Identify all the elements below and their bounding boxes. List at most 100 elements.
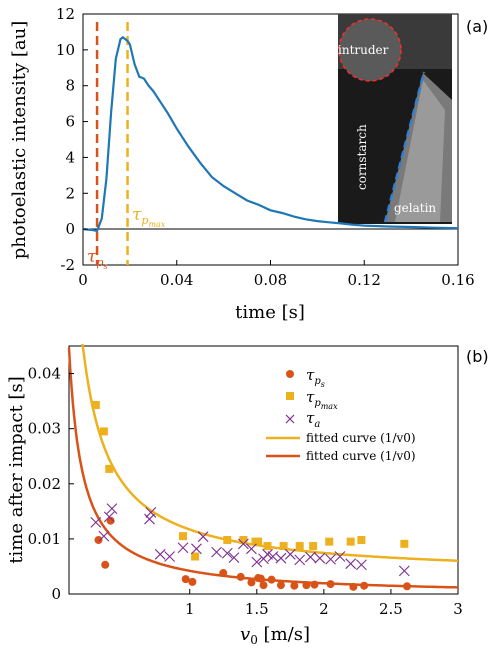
- x-tick-label: 0.12: [348, 271, 381, 289]
- panel-a: intruder cornstarch gelatin 0 0.04 0.08 0.1…: [9, 5, 488, 323]
- point-tau-a: [251, 556, 263, 568]
- point-tau-a: [221, 547, 233, 559]
- y-tick-label: 0.02: [28, 475, 61, 493]
- point-tau-a: [294, 554, 306, 566]
- legend: τps τpmax τa fitted curve (1/v0) fitted …: [266, 366, 416, 463]
- point-tau-pmax: [239, 535, 248, 544]
- point-tau-a: [334, 551, 346, 562]
- point-tau-a: [106, 503, 118, 514]
- legend-marker-tau-a: [285, 414, 295, 424]
- point-tau-a: [325, 553, 336, 565]
- y-tick-label: 6: [65, 113, 75, 131]
- event-markers: [95, 22, 129, 265]
- panel-b-y-ticks: 0 0.01 0.02 0.03 0.04: [28, 365, 74, 603]
- point-tau-a: [98, 530, 110, 542]
- point-tau-ps: [360, 581, 369, 590]
- point-tau-a: [145, 507, 157, 518]
- point-tau-pmax: [346, 537, 355, 546]
- point-tau-pmax: [400, 539, 409, 548]
- x-tick-label: 2.5: [379, 600, 403, 618]
- y-tick-label: 4: [65, 148, 75, 166]
- x-tick-label: 1: [185, 600, 195, 618]
- y-tick-label: 2: [65, 184, 75, 202]
- point-tau-ps: [188, 577, 197, 586]
- point-tau-ps: [290, 581, 299, 590]
- tau-pmax-label: τpmax: [132, 205, 166, 229]
- point-tau-ps: [247, 578, 256, 587]
- legend-label-tau-a: τa: [306, 409, 320, 430]
- y-tick-label: 8: [65, 77, 75, 95]
- panel-a-x-label: time [s]: [235, 302, 305, 323]
- point-tau-pmax: [309, 542, 318, 551]
- panel-a-x-ticks: 0 0.04 0.08 0.12 0.16: [78, 260, 475, 289]
- legend-label-fit-orange: fitted curve (1/v0): [306, 449, 416, 463]
- panel-b: 1 1.5 2 2.5 3 0 0.01 0.02 0.03 0.04 v0 [m/s] tim…: [6, 343, 489, 647]
- point-tau-ps: [403, 582, 412, 591]
- point-tau-a: [356, 559, 367, 571]
- point-tau-a: [305, 551, 316, 563]
- point-tau-a: [237, 538, 249, 550]
- point-tau-a: [211, 546, 222, 558]
- inset-label-gelatin: gelatin: [394, 201, 436, 215]
- scatter-points: [90, 400, 412, 591]
- point-tau-pmax: [357, 535, 366, 544]
- panel-b-x-label: v0 [m/s]: [240, 624, 310, 647]
- gelatin-interface-line: [383, 71, 426, 223]
- y-tick-label: 0.04: [28, 365, 61, 383]
- x-tick-label: 0.04: [160, 271, 193, 289]
- point-tau-a: [191, 543, 202, 555]
- point-tau-pmax: [263, 542, 272, 551]
- point-tau-pmax: [99, 427, 108, 436]
- panel-a-y-ticks: -2 0 2 4 6 8 10 12: [56, 5, 88, 274]
- point-tau-ps: [181, 575, 190, 584]
- x-tick-label: 0: [78, 271, 88, 289]
- x-tick-label: 3: [453, 600, 463, 618]
- point-tau-pmax: [91, 400, 100, 409]
- point-tau-ps: [259, 581, 268, 590]
- point-tau-ps: [276, 581, 285, 590]
- point-tau-a: [246, 543, 257, 555]
- y-tick-label: 10: [56, 41, 75, 59]
- point-tau-ps: [101, 560, 110, 569]
- x-tick-label: 1.5: [245, 600, 269, 618]
- y-tick-label: 0: [51, 585, 61, 603]
- inset-label-intruder: intruder: [338, 43, 389, 57]
- point-tau-ps: [256, 574, 265, 583]
- panel-a-tag: (a): [466, 17, 488, 36]
- point-tau-a: [314, 552, 326, 564]
- panel-b-tag: (b): [466, 347, 489, 366]
- point-tau-a: [398, 565, 410, 577]
- y-tick-label: 0: [65, 220, 75, 238]
- gelatin-highlight: [395, 80, 445, 222]
- legend-marker-tau-ps: [286, 370, 294, 378]
- point-tau-pmax: [279, 542, 288, 551]
- point-tau-ps: [326, 580, 335, 589]
- point-tau-pmax: [254, 537, 263, 546]
- point-tau-pmax: [191, 552, 200, 561]
- point-tau-pmax: [223, 535, 232, 544]
- inset-photo: intruder cornstarch gelatin: [338, 14, 452, 224]
- y-tick-label: 12: [56, 5, 75, 23]
- point-tau-a: [197, 531, 209, 543]
- photoelastic-curve: [82, 35, 459, 233]
- point-tau-ps: [349, 582, 358, 591]
- point-tau-ps: [219, 569, 228, 578]
- x-tick-label: 0.16: [441, 271, 474, 289]
- legend-label-tau-ps: τps: [306, 366, 325, 389]
- point-tau-a: [154, 548, 166, 560]
- point-tau-a: [90, 516, 102, 528]
- panel-b-axes-frame: [68, 345, 459, 595]
- y-tick-label: -2: [60, 256, 75, 274]
- point-tau-ps: [267, 575, 276, 584]
- y-tick-label: 0.01: [28, 530, 61, 548]
- point-tau-ps: [236, 572, 245, 581]
- point-tau-pmax: [325, 537, 334, 546]
- tau-ps-label: τps: [87, 247, 108, 271]
- panel-a-y-label: photoelastic intensity [au]: [9, 21, 30, 260]
- legend-label-fit-yellow: fitted curve (1/v0): [306, 431, 416, 445]
- point-tau-pmax: [179, 532, 188, 541]
- point-tau-pmax: [105, 464, 114, 473]
- legend-marker-tau-pmax: [286, 392, 294, 400]
- point-tau-ps: [94, 535, 103, 544]
